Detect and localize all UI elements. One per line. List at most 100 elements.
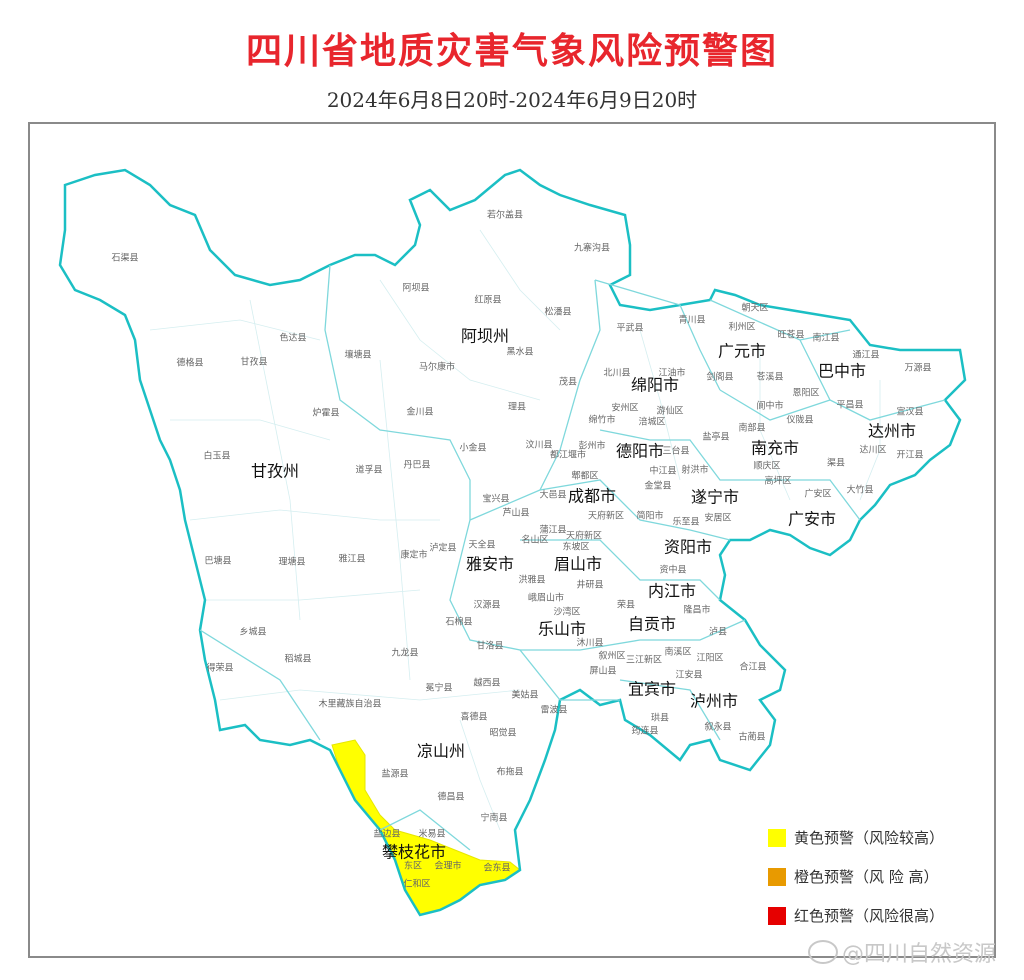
prefecture-label: 凉山州	[417, 742, 465, 761]
county-label: 小金县	[459, 442, 486, 454]
county-label: 壤塘县	[344, 349, 371, 361]
prefecture-label: 雅安市	[466, 555, 514, 574]
county-label: 江油市	[658, 367, 685, 379]
prefecture-boundary	[449, 519, 561, 701]
prefecture-boundaries	[199, 264, 946, 851]
prefecture-label: 甘孜州	[251, 462, 299, 481]
county-label: 通江县	[852, 350, 879, 361]
county-label: 东坡区	[562, 541, 589, 553]
prefecture-boundary	[199, 629, 321, 741]
county-label: 荣县	[617, 599, 635, 611]
county-label: 巴塘县	[204, 555, 231, 567]
county-label: 金川县	[406, 406, 433, 418]
prefecture-boundary	[520, 619, 746, 651]
county-label: 开江县	[896, 450, 923, 461]
county-label: 会理市	[434, 860, 461, 872]
county-label: 简阳市	[636, 510, 663, 522]
county-label: 阆中市	[756, 400, 783, 412]
county-label: 朝天区	[741, 303, 768, 314]
prefecture-label: 绵阳市	[631, 376, 679, 395]
prefecture-boundary	[619, 679, 721, 741]
county-label: 泸县	[709, 627, 727, 638]
prefecture-boundary	[799, 339, 946, 421]
county-label: 峨眉山市	[528, 592, 564, 604]
map-subtitle: 2024年6月8日20时-2024年6月9日20时	[326, 88, 698, 112]
county-boundary	[759, 350, 791, 501]
county-label: 炉霍县	[312, 407, 339, 419]
province-outline	[58, 168, 967, 917]
county-boundary	[379, 359, 411, 681]
legend-item-yellow: 黄色预警（风险较高）	[768, 818, 944, 857]
prefecture-label: 资阳市	[664, 538, 712, 557]
county-boundary	[379, 279, 541, 401]
county-label: 天府新区	[566, 530, 602, 542]
county-label: 乡城县	[239, 627, 266, 638]
county-label: 隆昌市	[683, 604, 710, 616]
legend-swatch-yellow	[768, 828, 786, 847]
county-label: 东区	[404, 860, 422, 872]
county-label: 喜德县	[460, 711, 487, 723]
county-boundary	[859, 380, 881, 501]
county-label: 南溪区	[664, 646, 691, 658]
county-label: 沙湾区	[553, 606, 580, 618]
county-label: 盐亭县	[702, 431, 729, 443]
county-boundaries	[149, 229, 881, 831]
county-label: 射洪市	[681, 464, 708, 476]
county-label: 恩阳区	[792, 388, 819, 399]
legend-label: 红色预警（风险很高）	[794, 907, 945, 925]
county-label: 合江县	[739, 661, 766, 673]
county-label: 屏山县	[589, 666, 616, 677]
prefecture-boundary	[379, 809, 471, 851]
county-label: 理县	[508, 402, 526, 413]
county-label: 资中县	[659, 564, 686, 576]
prefecture-boundary	[324, 264, 471, 520]
county-label: 金堂县	[644, 480, 671, 492]
prefecture-label: 达州市	[868, 422, 916, 441]
county-label: 盐源县	[381, 768, 408, 780]
county-label: 高坪区	[764, 475, 791, 487]
county-label: 大邑县	[539, 489, 566, 501]
county-boundary	[249, 299, 301, 621]
county-label: 石棉县	[445, 616, 472, 628]
county-label: 顺庆区	[753, 460, 780, 472]
prefecture-label: 眉山市	[554, 555, 602, 574]
county-label: 叙州区	[598, 650, 625, 662]
county-label: 宁南县	[480, 812, 507, 824]
county-label: 甘洛县	[476, 640, 503, 652]
county-label: 雅江县	[338, 553, 365, 565]
county-boundary	[189, 509, 440, 521]
county-label: 北川县	[603, 368, 630, 379]
county-label: 筠连县	[631, 725, 658, 737]
county-label: 江阳区	[696, 653, 723, 664]
county-label: 三台县	[662, 445, 689, 457]
county-label: 红原县	[474, 294, 501, 306]
county-label: 康定市	[400, 549, 427, 561]
prefecture-boundary	[719, 389, 831, 421]
prefecture-label: 乐山市	[538, 620, 586, 639]
legend-swatch-red	[768, 906, 786, 925]
county-label: 蒲江县	[539, 524, 566, 536]
prefecture-label: 成都市	[568, 487, 616, 506]
prefecture-label: 自贡市	[628, 615, 676, 634]
legend-swatch-orange	[768, 867, 786, 886]
county-label: 芦山县	[502, 508, 529, 519]
legend-item-orange: 橙色预警（风 险 高）	[768, 857, 944, 896]
county-label: 泸定县	[429, 542, 456, 554]
county-label: 井研县	[576, 579, 603, 591]
county-boundary	[149, 319, 321, 341]
county-label: 阿坝县	[402, 283, 429, 294]
prefecture-boundary	[469, 279, 601, 521]
county-label: 南部县	[738, 422, 765, 434]
county-label: 茂县	[559, 376, 577, 388]
county-boundary	[459, 719, 501, 831]
county-label: 甘孜县	[240, 356, 267, 368]
prefecture-label: 内江市	[648, 582, 696, 601]
county-label: 乐至县	[672, 516, 699, 528]
county-label: 叙永县	[704, 721, 731, 733]
watermark-text: @四川自然资源	[842, 942, 997, 967]
county-label: 九寨沟县	[574, 242, 610, 254]
prefecture-boundary	[594, 279, 721, 391]
county-label: 九龙县	[391, 647, 418, 659]
